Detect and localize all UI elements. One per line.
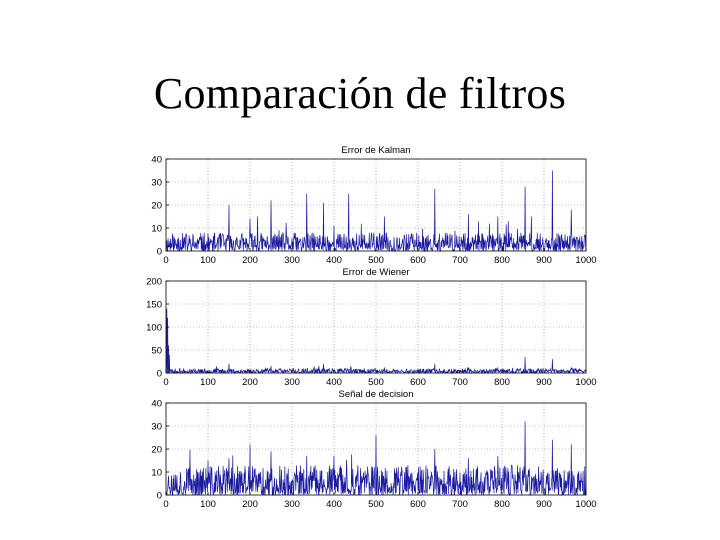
x-tick-label: 200 xyxy=(242,255,258,266)
y-tick-label: 10 xyxy=(151,224,162,235)
x-tick-label: 600 xyxy=(410,499,426,510)
y-tick-label: 20 xyxy=(151,201,162,212)
x-tick-label: 1000 xyxy=(575,377,596,388)
x-tick-label: 400 xyxy=(326,499,342,510)
x-tick-label: 100 xyxy=(200,255,216,266)
x-tick-label: 700 xyxy=(452,255,468,266)
x-tick-label: 0 xyxy=(163,255,168,266)
panel-title: Error de Kalman xyxy=(341,145,410,156)
panel-title: Error de Wiener xyxy=(342,267,409,278)
x-tick-label: 1000 xyxy=(575,499,596,510)
x-tick-label: 800 xyxy=(494,499,510,510)
x-tick-label: 200 xyxy=(242,499,258,510)
x-tick-label: 600 xyxy=(410,255,426,266)
x-tick-label: 400 xyxy=(326,255,342,266)
y-tick-label: 100 xyxy=(146,323,162,334)
x-tick-label: 700 xyxy=(452,377,468,388)
series-line xyxy=(165,308,587,375)
y-tick-label: 0 xyxy=(157,369,162,380)
series-line xyxy=(165,421,587,497)
y-tick-label: 0 xyxy=(157,491,162,502)
x-tick-label: 500 xyxy=(368,255,384,266)
x-tick-label: 0 xyxy=(163,377,168,388)
y-tick-label: 40 xyxy=(151,399,162,410)
x-tick-label: 900 xyxy=(536,255,552,266)
x-tick-label: 900 xyxy=(536,499,552,510)
y-tick-label: 0 xyxy=(157,247,162,258)
y-tick-label: 40 xyxy=(151,155,162,166)
x-tick-label: 900 xyxy=(536,377,552,388)
y-tick-label: 20 xyxy=(151,445,162,456)
x-tick-label: 600 xyxy=(410,377,426,388)
x-tick-label: 500 xyxy=(368,499,384,510)
y-tick-label: 150 xyxy=(146,300,162,311)
x-tick-label: 1000 xyxy=(575,255,596,266)
x-tick-label: 400 xyxy=(326,377,342,388)
x-tick-label: 200 xyxy=(242,377,258,388)
x-tick-label: 800 xyxy=(494,377,510,388)
slide-title: Comparación de filtros xyxy=(153,69,567,118)
y-tick-label: 50 xyxy=(151,346,162,357)
x-tick-label: 0 xyxy=(163,499,168,510)
panel-title: Señal de decision xyxy=(339,389,414,400)
x-tick-label: 800 xyxy=(494,255,510,266)
y-tick-label: 30 xyxy=(151,422,162,433)
x-tick-label: 100 xyxy=(200,499,216,510)
y-tick-label: 10 xyxy=(151,468,162,479)
x-tick-label: 100 xyxy=(200,377,216,388)
x-tick-label: 700 xyxy=(452,499,468,510)
x-tick-label: 300 xyxy=(284,499,300,510)
y-tick-label: 30 xyxy=(151,178,162,189)
x-tick-label: 500 xyxy=(368,377,384,388)
x-tick-label: 300 xyxy=(284,377,300,388)
y-tick-label: 200 xyxy=(146,277,162,288)
x-tick-label: 300 xyxy=(284,255,300,266)
